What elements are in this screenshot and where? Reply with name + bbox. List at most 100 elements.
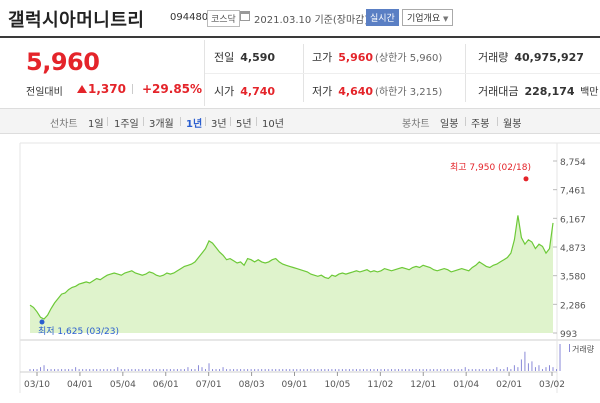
- volume-bar: [145, 369, 147, 371]
- volume-bar: [110, 369, 112, 371]
- volume-bar: [222, 367, 224, 371]
- volume-bar: [173, 369, 175, 371]
- volume-bar: [92, 369, 94, 371]
- period-tab-10y[interactable]: 10년: [262, 119, 284, 130]
- period-tab-1d[interactable]: 1일: [88, 119, 104, 130]
- volume-bar: [548, 365, 550, 371]
- quote-date: 2021.03.10 기준(장마감): [254, 15, 369, 26]
- volume-bar: [29, 369, 31, 371]
- period-tab-3m[interactable]: 3개월: [149, 119, 174, 130]
- volume-bar: [461, 369, 463, 371]
- volume-bar: [475, 369, 477, 371]
- volume-bar: [155, 369, 157, 371]
- volume-bar: [82, 369, 84, 371]
- volume-bar: [141, 369, 143, 371]
- period-tab-1w[interactable]: 1주일: [114, 119, 139, 130]
- price-area: [30, 215, 553, 333]
- volume-bar: [541, 369, 543, 371]
- volume-bar: [380, 369, 382, 371]
- volume-bar: [366, 369, 368, 371]
- candle-tab-daily[interactable]: 일봉: [440, 119, 459, 130]
- volume-bar: [208, 363, 210, 371]
- volume-bar: [559, 344, 561, 371]
- volume-bar: [538, 365, 540, 371]
- volume-bar: [408, 369, 410, 371]
- volume-bar: [113, 369, 115, 371]
- volume-bar: [517, 367, 519, 371]
- x-tick-label: 11/02: [367, 380, 393, 390]
- company-overview-button[interactable]: 기업개요 ▼: [402, 9, 454, 26]
- quote-panel: 5,960 전일대비 1,370 +29.85% 전일 4,590 고가 5,960…: [0, 40, 600, 106]
- volume-bar: [303, 369, 305, 371]
- y-tick-label: 6,167: [560, 215, 586, 225]
- divider: [205, 73, 600, 74]
- volume-bar: [33, 369, 35, 371]
- volume-bar: [75, 367, 77, 371]
- y-tick-label: 4,873: [560, 244, 586, 254]
- x-tick-label: 01/04: [453, 380, 479, 390]
- volume-bar: [527, 363, 529, 371]
- volume-legend-swatch: [569, 344, 570, 352]
- volume-bar: [201, 367, 203, 371]
- volume-bar: [96, 369, 98, 371]
- volume-bar: [264, 369, 266, 371]
- divider: [132, 84, 133, 94]
- candle-tab-weekly[interactable]: 주봉: [471, 119, 490, 130]
- x-tick-label: 02/01: [496, 380, 522, 390]
- high-cell: 고가 5,960 (상한가 5,960): [312, 51, 443, 64]
- volume-bar: [250, 369, 252, 371]
- volume-bar: [190, 369, 192, 371]
- candle-tab-monthly[interactable]: 월봉: [503, 119, 522, 130]
- volume-bar: [447, 369, 449, 371]
- volume-bar: [376, 369, 378, 371]
- volume-bar: [482, 369, 484, 371]
- volume-bar: [205, 369, 207, 371]
- chevron-down-icon: ▼: [443, 15, 449, 23]
- volume-bar: [422, 369, 424, 371]
- y-tick-label: 2,286: [560, 301, 586, 311]
- market-badge: 코스닥: [207, 10, 240, 27]
- volume-bar: [489, 369, 491, 371]
- volume-bar: [275, 369, 277, 371]
- volume-bar: [556, 369, 558, 371]
- current-price: 5,960: [26, 48, 100, 76]
- volume-bar: [401, 369, 403, 371]
- volume-bar: [271, 369, 273, 371]
- volume-bar: [240, 369, 242, 371]
- high-marker: [523, 176, 529, 182]
- volume-bar: [394, 369, 396, 371]
- x-tick-label: 09/01: [282, 380, 308, 390]
- y-tick-label: 3,580: [560, 273, 586, 283]
- volume-bar: [334, 369, 336, 371]
- volume-bar: [355, 369, 357, 371]
- volume-bar: [545, 367, 547, 371]
- current-price-box: 5,960 전일대비 1,370 +29.85%: [0, 40, 205, 106]
- volume-bar: [47, 369, 49, 371]
- volume-bar: [415, 369, 417, 371]
- volume-bar: [292, 369, 294, 371]
- volume-bar: [299, 369, 301, 371]
- period-tab-1y[interactable]: 1년: [186, 119, 203, 130]
- volume-bar: [247, 369, 249, 371]
- volume-bar: [426, 369, 428, 371]
- volume-bar: [176, 369, 178, 371]
- volume-bar: [306, 369, 308, 371]
- x-tick-label: 12/01: [410, 380, 436, 390]
- volume-bar: [531, 361, 533, 371]
- volume-bar: [468, 369, 470, 371]
- volume-bar: [285, 369, 287, 371]
- company-name: 갤럭시아머니트리: [8, 10, 145, 31]
- volume-bar: [317, 369, 319, 371]
- volume-bar: [289, 369, 291, 371]
- period-tab-3y[interactable]: 3년: [211, 119, 227, 130]
- low-cell: 저가 4,640 (하한가 3,215): [312, 85, 443, 98]
- volume-bar: [261, 369, 263, 371]
- volume-bar: [278, 369, 280, 371]
- period-tab-5y[interactable]: 5년: [236, 119, 252, 130]
- volume-bar: [194, 369, 196, 371]
- x-tick-label: 07/01: [196, 380, 222, 390]
- realtime-button[interactable]: 실시간: [366, 9, 399, 26]
- volume-bar: [496, 367, 498, 371]
- volume-legend: 거래량: [572, 344, 595, 354]
